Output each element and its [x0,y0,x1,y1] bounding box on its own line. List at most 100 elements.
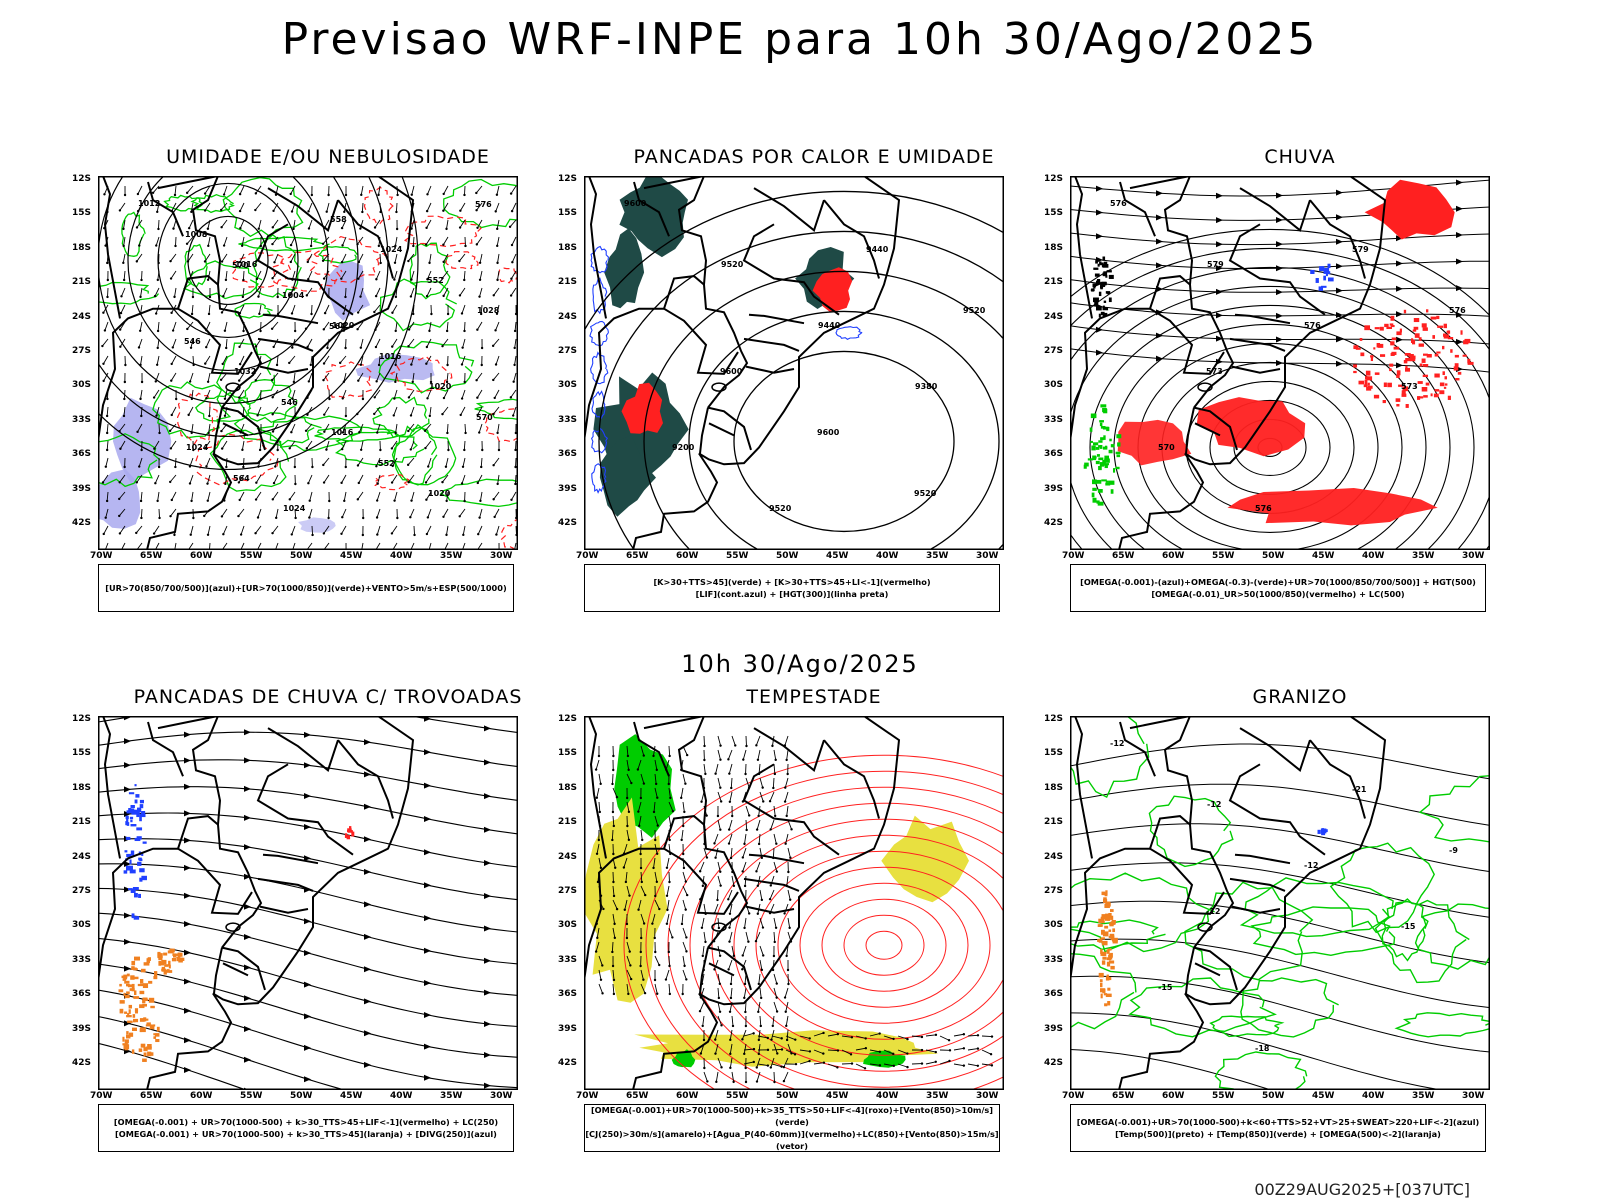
wind-vector [786,945,789,956]
wind-vector-head [274,516,278,520]
wind-vector [290,423,296,433]
wind-vector-head [780,1037,783,1040]
rh-contour [184,243,208,288]
wind-vector-head [476,328,479,331]
wind-vector-head [785,954,788,958]
field-speck [141,875,147,881]
height-contour [598,230,1004,550]
wind-vector [514,474,517,485]
wind-vector-head [701,1024,704,1028]
wind-vector-head [188,380,192,383]
wind-vector-head [101,481,105,484]
lat-tick-label: 18S [72,782,92,793]
field-speck [1102,426,1109,430]
rh-contour [237,379,298,424]
country-border [147,181,184,237]
wind-vector-head [104,465,108,468]
wind-vector [651,913,656,924]
wind-vector-head [394,295,398,299]
contour-label: 1020 [428,489,451,498]
wind-vector [323,372,330,381]
wind-vector [717,1001,721,1012]
wind-vector [443,236,449,245]
wind-vector [727,749,733,760]
wind-vector-head [271,276,274,280]
wind-vector-head [446,363,449,367]
wind-vector-head [611,950,614,954]
wind-vector [492,372,500,381]
streamline-arrow [304,762,311,769]
field-speck [143,1047,148,1052]
wind-vector-head [780,1048,784,1051]
wind-vector [446,491,449,501]
streamline-arrow [1456,258,1463,265]
wind-vector-head [396,193,399,197]
orange-instability [157,948,185,975]
wind-vector [741,959,747,970]
field-speck [1112,937,1118,942]
wind-vector-head [492,294,495,297]
country-border [1193,946,1238,991]
wind-vector-head [684,880,688,883]
wind-vector [755,931,761,942]
field-speck [124,1011,128,1014]
lif-contour [591,463,607,494]
field-speck [1403,309,1407,314]
contour-label: 9380 [915,382,938,391]
wind-vector [742,945,747,956]
wind-vector [459,253,466,262]
field-speck [153,1036,157,1039]
wind-vector [376,525,381,535]
field-speck [132,1014,136,1018]
field-speck [135,1010,138,1014]
streamline-arrow [124,738,131,745]
lon-tick-label: 35W [926,551,949,561]
country-border [222,422,249,437]
wind-vector-head [254,498,258,501]
lon-tick-label: 55W [240,1091,263,1101]
wind-vector-head [771,1024,775,1028]
contour-label: 552 [427,276,444,285]
height-contour [1070,228,1490,317]
wind-vector-head [656,824,659,827]
wind-vector-head [492,464,495,467]
country-border [1239,187,1311,232]
wind-vector-head [238,345,241,349]
map-frame [1070,176,1490,550]
wind-vector [654,871,658,882]
wind-vector [187,253,194,262]
wind-vector-head [713,968,716,971]
wind-vector-head [822,1031,825,1035]
field-speck [1110,909,1114,912]
wind-vector [759,959,763,970]
wind-vector-head [271,242,274,246]
wind-vector-head [948,1049,952,1052]
country-border [157,716,219,730]
wind-vector [612,927,616,938]
wind-vector [715,763,719,774]
thickness-contour [372,473,410,491]
wind-vector-head [612,754,615,758]
field-speck [128,1009,131,1014]
wind-vector [784,791,789,802]
wind-vector-head [754,939,758,943]
field-speck [121,975,128,979]
wind-vector [123,389,126,400]
map-frame [584,716,1004,1090]
wind-vector-head [622,866,626,869]
wind-vector-head [223,414,227,417]
wind-vector [393,389,398,399]
streamline-arrow [364,803,371,810]
wind-vector-head [702,1038,706,1042]
wind-vector [827,1049,839,1051]
streamline-arrow [364,1061,371,1068]
field-speck [1401,390,1406,395]
lat-tick-label: 12S [558,174,578,184]
wind-vector-head [291,397,294,400]
streamline-arrow [1096,233,1103,240]
wind-vector [428,542,432,550]
field-speck [1100,311,1105,316]
wind-vector [102,474,109,483]
country-border [262,313,319,325]
streamline-arrow [244,873,251,880]
